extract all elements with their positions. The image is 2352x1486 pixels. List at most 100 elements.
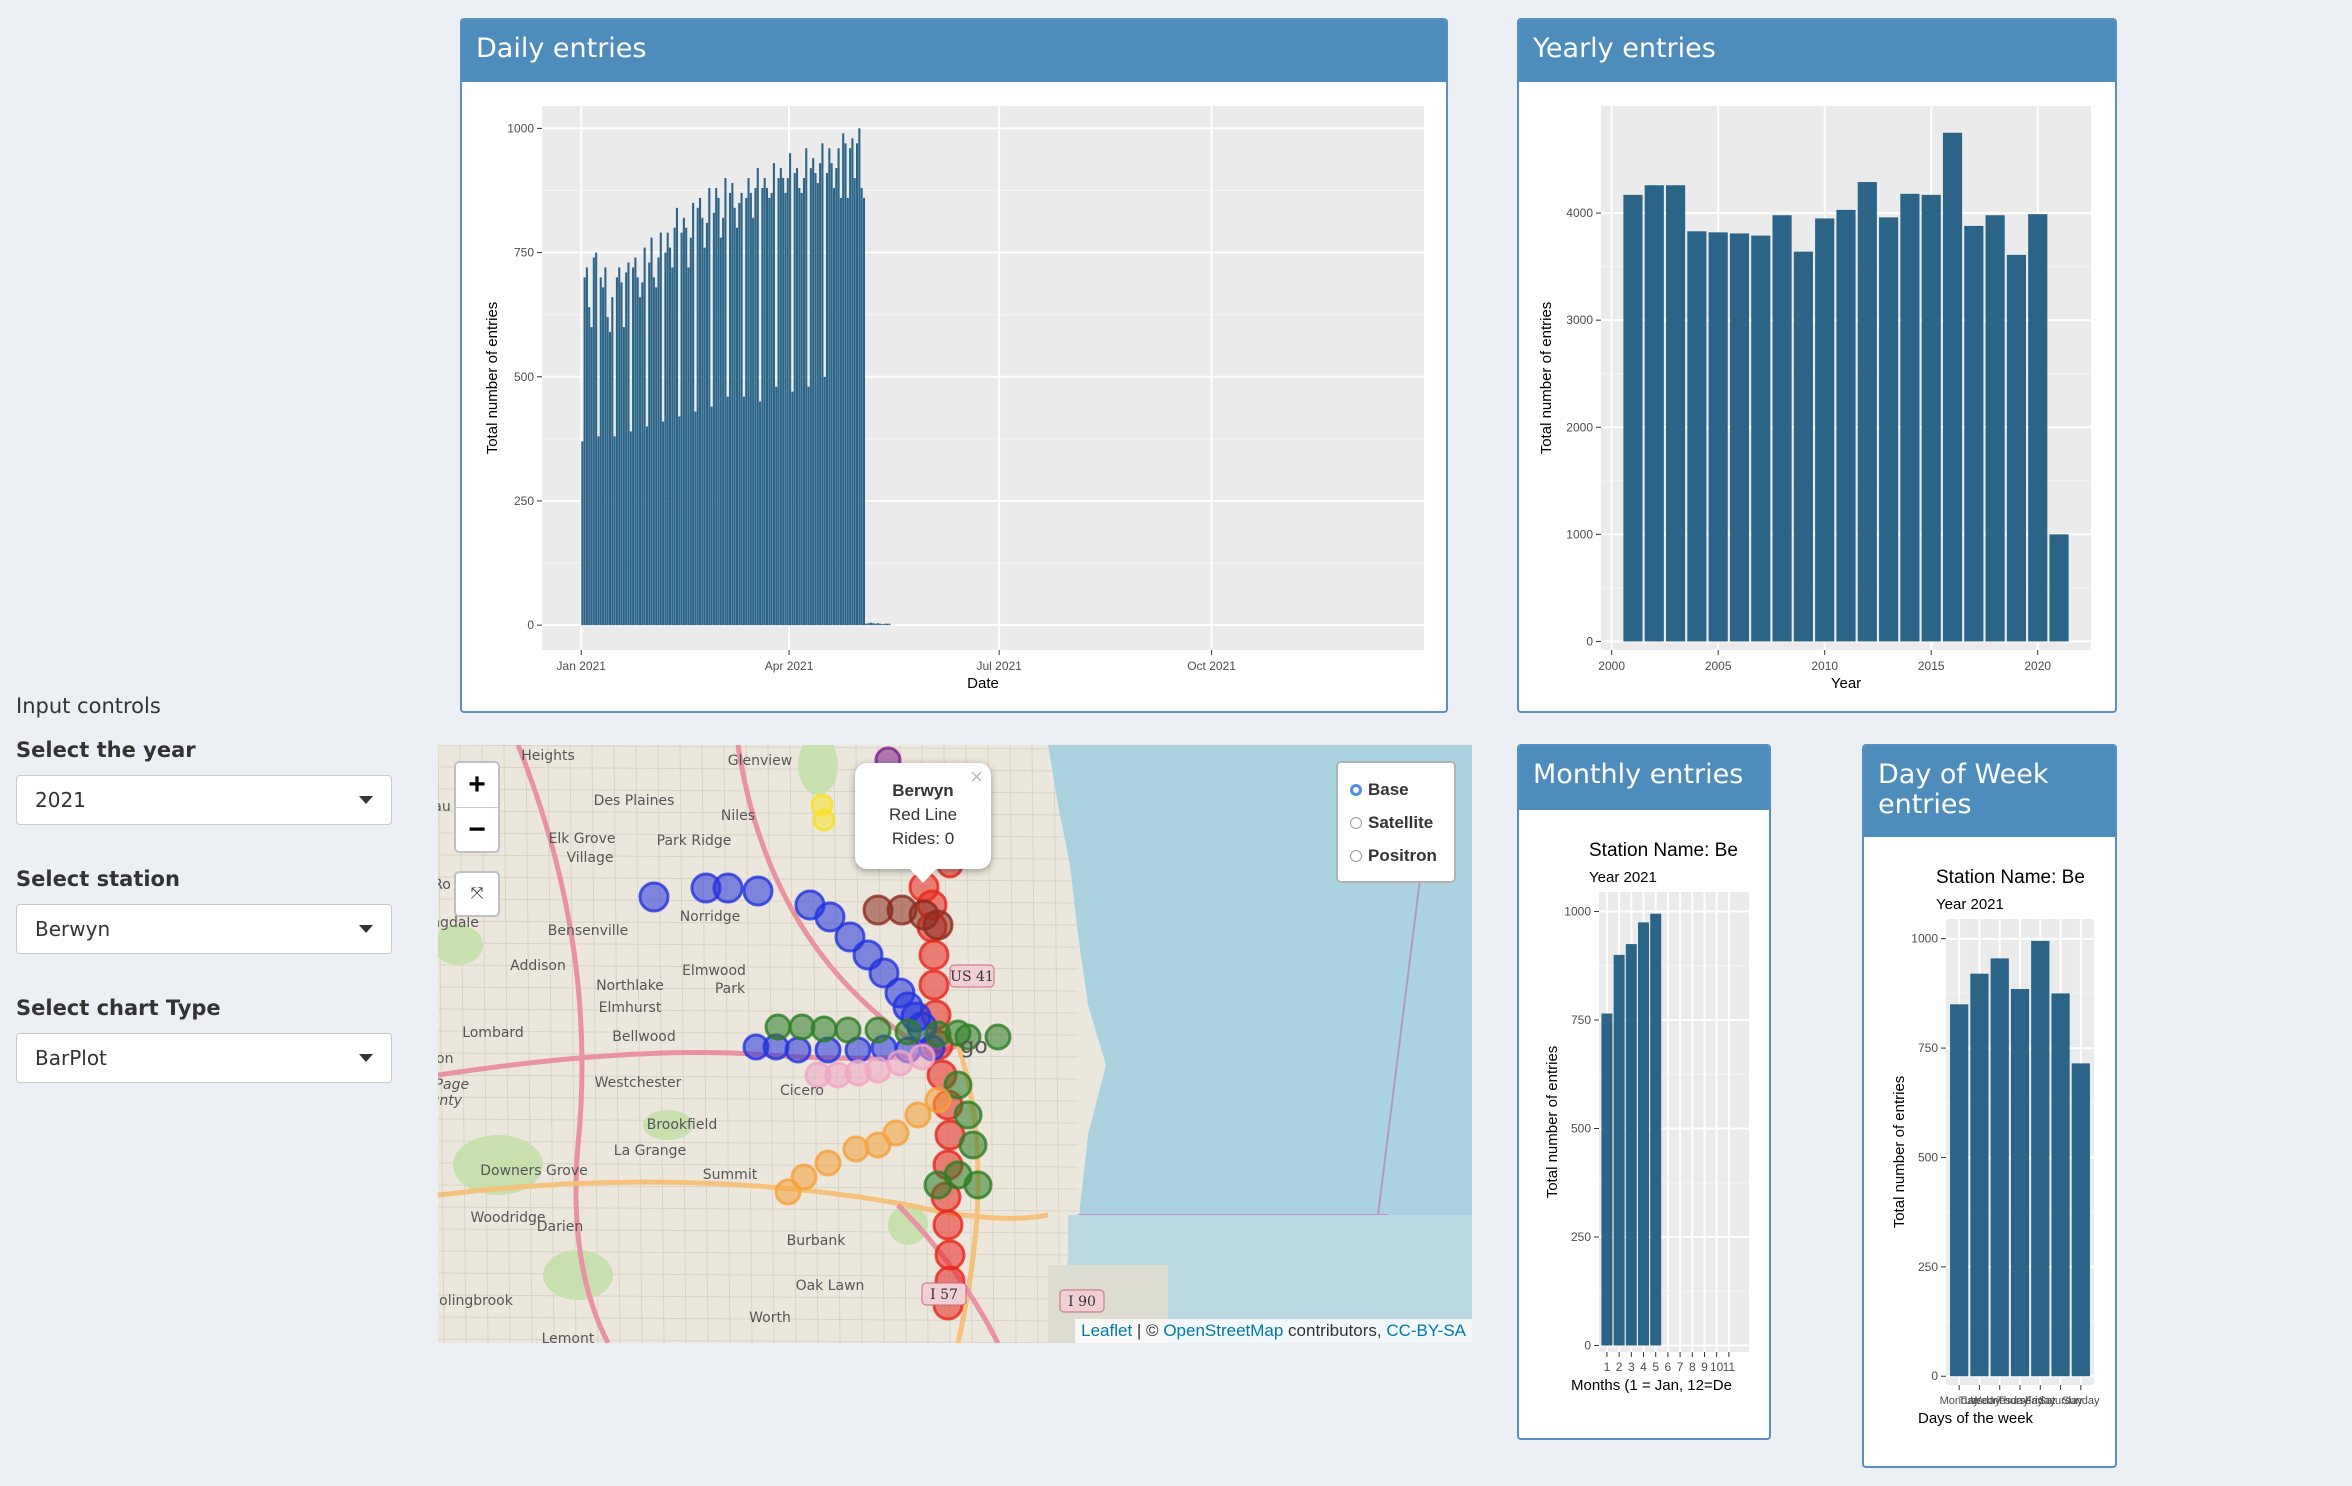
map-place-label: Lombard [462,1025,524,1041]
street [723,745,731,1343]
layer-base[interactable]: Base [1350,773,1442,806]
daily-bar [821,143,824,626]
daily-bar [708,187,711,626]
leaflet-link[interactable]: Leaflet [1081,1321,1133,1340]
daily-bar [666,232,669,626]
highway-shield [949,964,995,988]
map-place-label: Worth [749,1310,791,1326]
openstreetmap-link[interactable]: OpenStreetMap [1163,1321,1284,1340]
zoom-out-button[interactable]: − [456,807,498,851]
daily-bar [615,277,618,626]
daily-bar [657,257,660,626]
street [438,986,1079,992]
x-tick-label: Wednesday [1971,1395,2029,1407]
daily-bar [581,441,584,626]
x-tick-label: Oct 2021 [1187,659,1236,673]
daily-bar [872,623,875,626]
highway [515,745,611,1343]
x-tick-label: 6 [1665,1360,1672,1374]
x-axis-label: Days of the week [1918,1410,2034,1427]
y-tick-label: 750 [514,246,534,260]
daily-bar [742,396,745,626]
street [438,942,1079,948]
year-select-value: 2021 [35,788,86,812]
park-area [888,1205,928,1245]
map-place-label: Park [715,981,746,997]
daily-bar [590,327,593,626]
popup-rides: Rides: 0 [891,829,955,848]
daily-bar [858,128,861,626]
daily-bar [689,237,692,626]
map-place-label: go [960,1034,987,1059]
x-tick-label: Jul 2021 [976,659,1022,673]
daily-bar [802,178,805,626]
y-tick-label: 250 [514,494,534,508]
yearly-bar [1623,194,1643,642]
daily-bar [685,227,688,626]
red-line-station [918,939,950,971]
daily-bar [675,207,678,626]
yearly-bar [1793,251,1813,642]
daily-bar [673,227,676,626]
sidebar-title: Input controls [16,694,161,718]
daily-bar [851,138,854,626]
blue-line-station [784,1036,812,1064]
daily-bar [772,163,775,626]
station-map[interactable]: Heights Glenview Des Plaines Niles Elk Grove… [438,745,1472,1343]
daily-bar [865,623,868,626]
x-tick-label: Thursday [1997,1395,2043,1407]
layer-positron[interactable]: Positron [1350,839,1442,872]
reset-view-button[interactable]: ⤧ [454,871,500,917]
x-tick-label: 8 [1689,1360,1696,1374]
park-area [643,1110,693,1140]
street [438,745,445,1343]
daily-bar [844,143,847,626]
popup-close-button[interactable]: × [970,764,983,789]
station-popup: × Berwyn Red Line Rides: 0 [855,763,991,883]
blue-line-station [742,875,774,907]
daily-bar [592,257,595,626]
highway [735,745,920,1048]
yearly-entries-chart: 0 1000 2000 3000 4000 2000 2005 2010 2015 2020 Yea… [1538,106,2091,692]
daily-bar [782,178,785,626]
daily-bar [869,622,872,626]
daily-bar [731,183,734,626]
yellow-line-station [812,808,836,832]
daily-bar [807,386,810,626]
street [1053,745,1061,1343]
daily-bar [733,207,736,626]
yearly-bar [2028,214,2048,642]
year-select[interactable]: 2021 [16,775,392,825]
daily-bar [588,307,591,626]
green-line-station [764,1013,792,1041]
daily-bar [789,153,792,626]
map-place-label: Des Plaines [594,793,675,809]
map-tiles[interactable]: Heights Glenview Des Plaines Niles Elk Grove… [438,745,1472,1343]
y-tick-label: 0 [1584,1338,1591,1352]
category-bar [1613,954,1625,1346]
x-tick-label: Friday [2025,1395,2056,1407]
y-tick-label: 1000 [1566,527,1593,541]
daily-bar [618,267,621,626]
green-line-station [834,1016,862,1044]
station-select[interactable]: Berwyn [16,904,392,954]
y-tick-label: 3000 [1566,313,1593,327]
chart-type-select[interactable]: BarPlot [16,1033,392,1083]
daily-bar [696,207,699,626]
daily-bar [793,173,796,626]
street [438,1228,1079,1234]
green-line-station [984,1023,1012,1051]
daily-bar [629,431,632,626]
daily-bar [768,197,771,626]
y-tick-label: 250 [1571,1230,1591,1244]
y-axis-label: Total number of entries [1544,1046,1561,1199]
highway-shield [921,1282,967,1306]
license-link[interactable]: CC-BY-SA [1386,1321,1466,1340]
highway-shield-label: I 90 [1068,1294,1096,1310]
zoom-in-button[interactable]: + [468,768,486,801]
yearly-bar [1964,225,1984,642]
map-place-label: Northlake [596,978,664,994]
daily-bar [655,287,658,626]
x-tick-label: 2000 [1598,659,1625,673]
layer-satellite[interactable]: Satellite [1350,806,1442,839]
